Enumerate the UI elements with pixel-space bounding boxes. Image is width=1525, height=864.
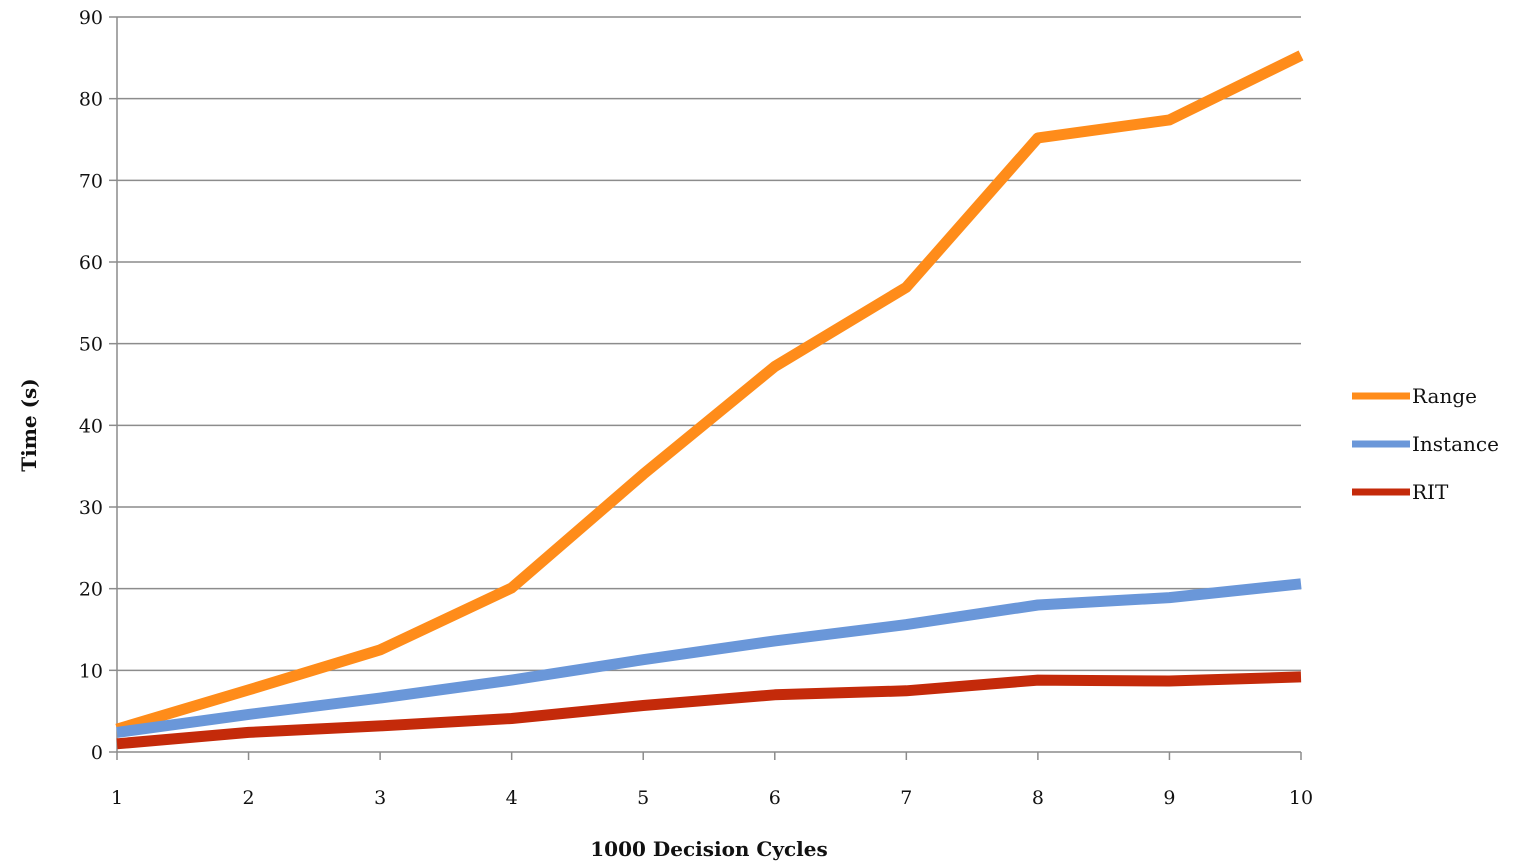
legend-label: Range [1412, 384, 1477, 408]
y-tick-label: 50 [79, 334, 103, 356]
legend[interactable]: Range Instance RIT [1352, 384, 1499, 504]
y-tick-label: 40 [79, 415, 103, 437]
y-tick-labels: 0 10 20 30 40 50 60 70 80 90 [79, 7, 103, 764]
x-tick-label: 5 [637, 787, 649, 809]
x-tick-label: 10 [1289, 787, 1313, 809]
x-tick-label: 6 [769, 787, 781, 809]
x-tick-label: 1 [111, 787, 123, 809]
series-line-instance [116, 578, 1302, 738]
x-tick-label: 2 [243, 787, 255, 809]
series-lines [115, 50, 1304, 750]
legend-item-rit[interactable]: RIT [1352, 480, 1449, 504]
legend-label: Instance [1412, 432, 1499, 456]
gridlines [117, 16, 1301, 672]
legend-item-range[interactable]: Range [1352, 384, 1477, 408]
x-tick-label: 4 [506, 787, 518, 809]
y-tick-label: 70 [79, 170, 103, 192]
series-line-range [115, 50, 1304, 735]
x-tick-label: 9 [1163, 787, 1175, 809]
legend-item-instance[interactable]: Instance [1352, 432, 1499, 456]
y-tick-label: 90 [79, 7, 103, 29]
x-tick-label: 3 [374, 787, 386, 809]
x-axis-title: 1000 Decision Cycles [590, 837, 827, 861]
x-tick-labels: 1 2 3 4 5 6 7 8 9 10 [111, 787, 1313, 809]
legend-label: RIT [1412, 480, 1449, 504]
axes [109, 16, 1302, 760]
y-axis-title: Time (s) [17, 378, 41, 472]
x-tick-label: 8 [1032, 787, 1044, 809]
y-tick-label: 60 [79, 252, 103, 274]
y-tick-label: 0 [91, 742, 103, 764]
series-line-rit [116, 671, 1302, 750]
y-tick-label: 10 [79, 660, 103, 682]
y-tick-label: 30 [79, 497, 103, 519]
y-tick-label: 80 [79, 89, 103, 111]
y-tick-label: 20 [79, 579, 103, 601]
x-tick-label: 7 [900, 787, 912, 809]
